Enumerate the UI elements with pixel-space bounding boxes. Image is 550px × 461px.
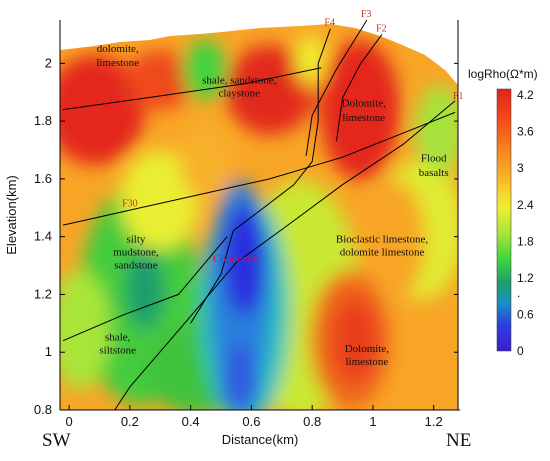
fault-label: F30 [122,199,138,210]
colorbar-tick-label: 0 [517,344,524,358]
lithology-label: claystone [218,88,260,100]
y-tick-label: 1.8 [34,113,52,128]
fault-lines: F18 F30 F4 F3 F2 F1 [62,9,464,411]
lithology-label: Bioclastic limestone, [336,233,429,245]
x-tick-label: 0.8 [303,414,321,429]
lithology-label: dolomite, [97,43,139,55]
y-tick-label: 1.2 [34,286,52,301]
x-tick-label: 0.4 [182,414,200,429]
fault-line [114,100,456,411]
fault-label: F18 [116,87,132,98]
y-tick-label: 1.4 [34,229,52,244]
fault-line [190,28,331,324]
colorbar-gradient [496,88,512,352]
lithology-label: limestone [96,57,139,69]
lithology-label: mudstone, [113,246,159,258]
fault-label: F1 [453,91,464,102]
lithology-label: Flood [421,153,447,165]
colorbar: logRho(Ω*m) 4.2 3.6 3 2.4 1.8 1.2. 0.6 0 [468,67,538,358]
colorbar-tick-label: 0.6 [517,307,534,321]
resistivity-heatmap [60,24,458,410]
fault-label: F4 [324,18,335,29]
y-tick-label: 1.6 [34,171,52,186]
colorbar-ticks: 4.2 3.6 3 2.4 1.8 1.2. 0.6 0 [517,88,534,358]
x-tick-label: 0 [65,414,72,429]
colorbar-tick-label: 3.6 [517,125,534,139]
x-axis-ticks: 0 0.2 0.4 0.6 0.8 1 1.2 [65,405,443,429]
lithology-label: siltstone [99,345,136,357]
y-tick-label: 0.8 [34,402,52,417]
colorbar-tick-label: 4.2 [517,88,534,102]
y-tick-label: 1 [45,344,52,359]
lithology-annotations: dolomite, limestone shale, sandstone,clays… [96,43,448,368]
lithology-label: Dolomite, [342,98,387,110]
lithology-label: limestone [345,356,388,368]
plot-axes: 0 0.2 0.4 0.6 0.8 1 1.2 0.8 1 1.2 1.4 1.6 1.8 2 [34,20,460,429]
y-axis-ticks: 0.8 1 1.2 1.4 1.6 1.8 2 [34,55,458,417]
lithology-label: limestone [342,112,385,124]
lithology-label: basalts [419,167,449,179]
colorbar-tick-label: . [517,286,520,300]
direction-ne: NE [446,430,471,451]
conductor-label: Conductor [213,253,260,265]
y-tick-label: 2 [45,55,52,70]
x-axis-title: Distance(km) [222,432,299,447]
direction-sw: SW [42,430,71,451]
fault-label: F3 [361,9,372,20]
x-tick-label: 1.2 [425,414,443,429]
fault-line [62,67,322,111]
x-tick-label: 0.2 [121,414,139,429]
lithology-label: dolomite limestone [340,246,425,258]
colorbar-tick-label: 1.8 [517,234,534,248]
colorbar-tick-label: 2.4 [517,198,534,212]
fault-line [305,19,368,156]
x-tick-label: 0.6 [242,414,260,429]
colorbar-title: logRho(Ω*m) [468,67,538,81]
colorbar-tick-label: 3 [517,161,524,175]
lithology-label: shale, [105,332,131,344]
y-axis-title: Elevation(km) [4,175,19,254]
lithology-label: shale, sandstone, [202,75,276,87]
colorbar-tick-label: 1.2 [517,271,534,285]
lithology-label: silty [126,233,145,245]
fault-line [62,111,456,226]
lithology-label: sandstone [114,259,158,271]
x-tick-label: 1 [369,414,376,429]
fault-line [62,236,228,342]
fault-line [336,34,383,142]
lithology-label: Dolomite, [345,343,390,355]
fault-label: F2 [376,23,387,34]
